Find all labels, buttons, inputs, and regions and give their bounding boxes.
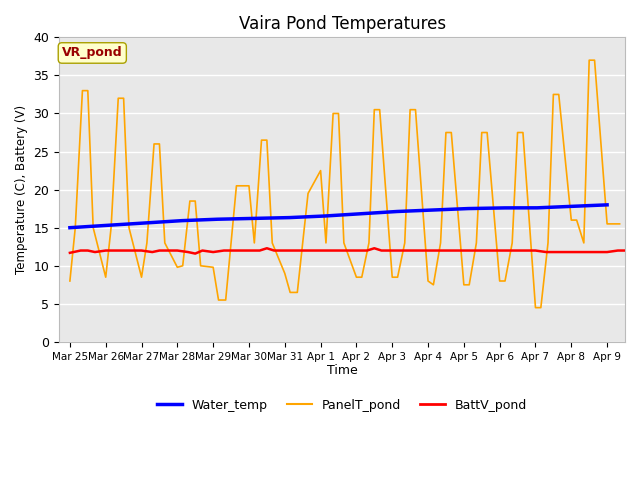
X-axis label: Time: Time [326, 364, 358, 377]
Legend: Water_temp, PanelT_pond, BattV_pond: Water_temp, PanelT_pond, BattV_pond [152, 394, 532, 417]
Title: Vaira Pond Temperatures: Vaira Pond Temperatures [239, 15, 445, 33]
Text: VR_pond: VR_pond [62, 47, 123, 60]
Y-axis label: Temperature (C), Battery (V): Temperature (C), Battery (V) [15, 105, 28, 274]
